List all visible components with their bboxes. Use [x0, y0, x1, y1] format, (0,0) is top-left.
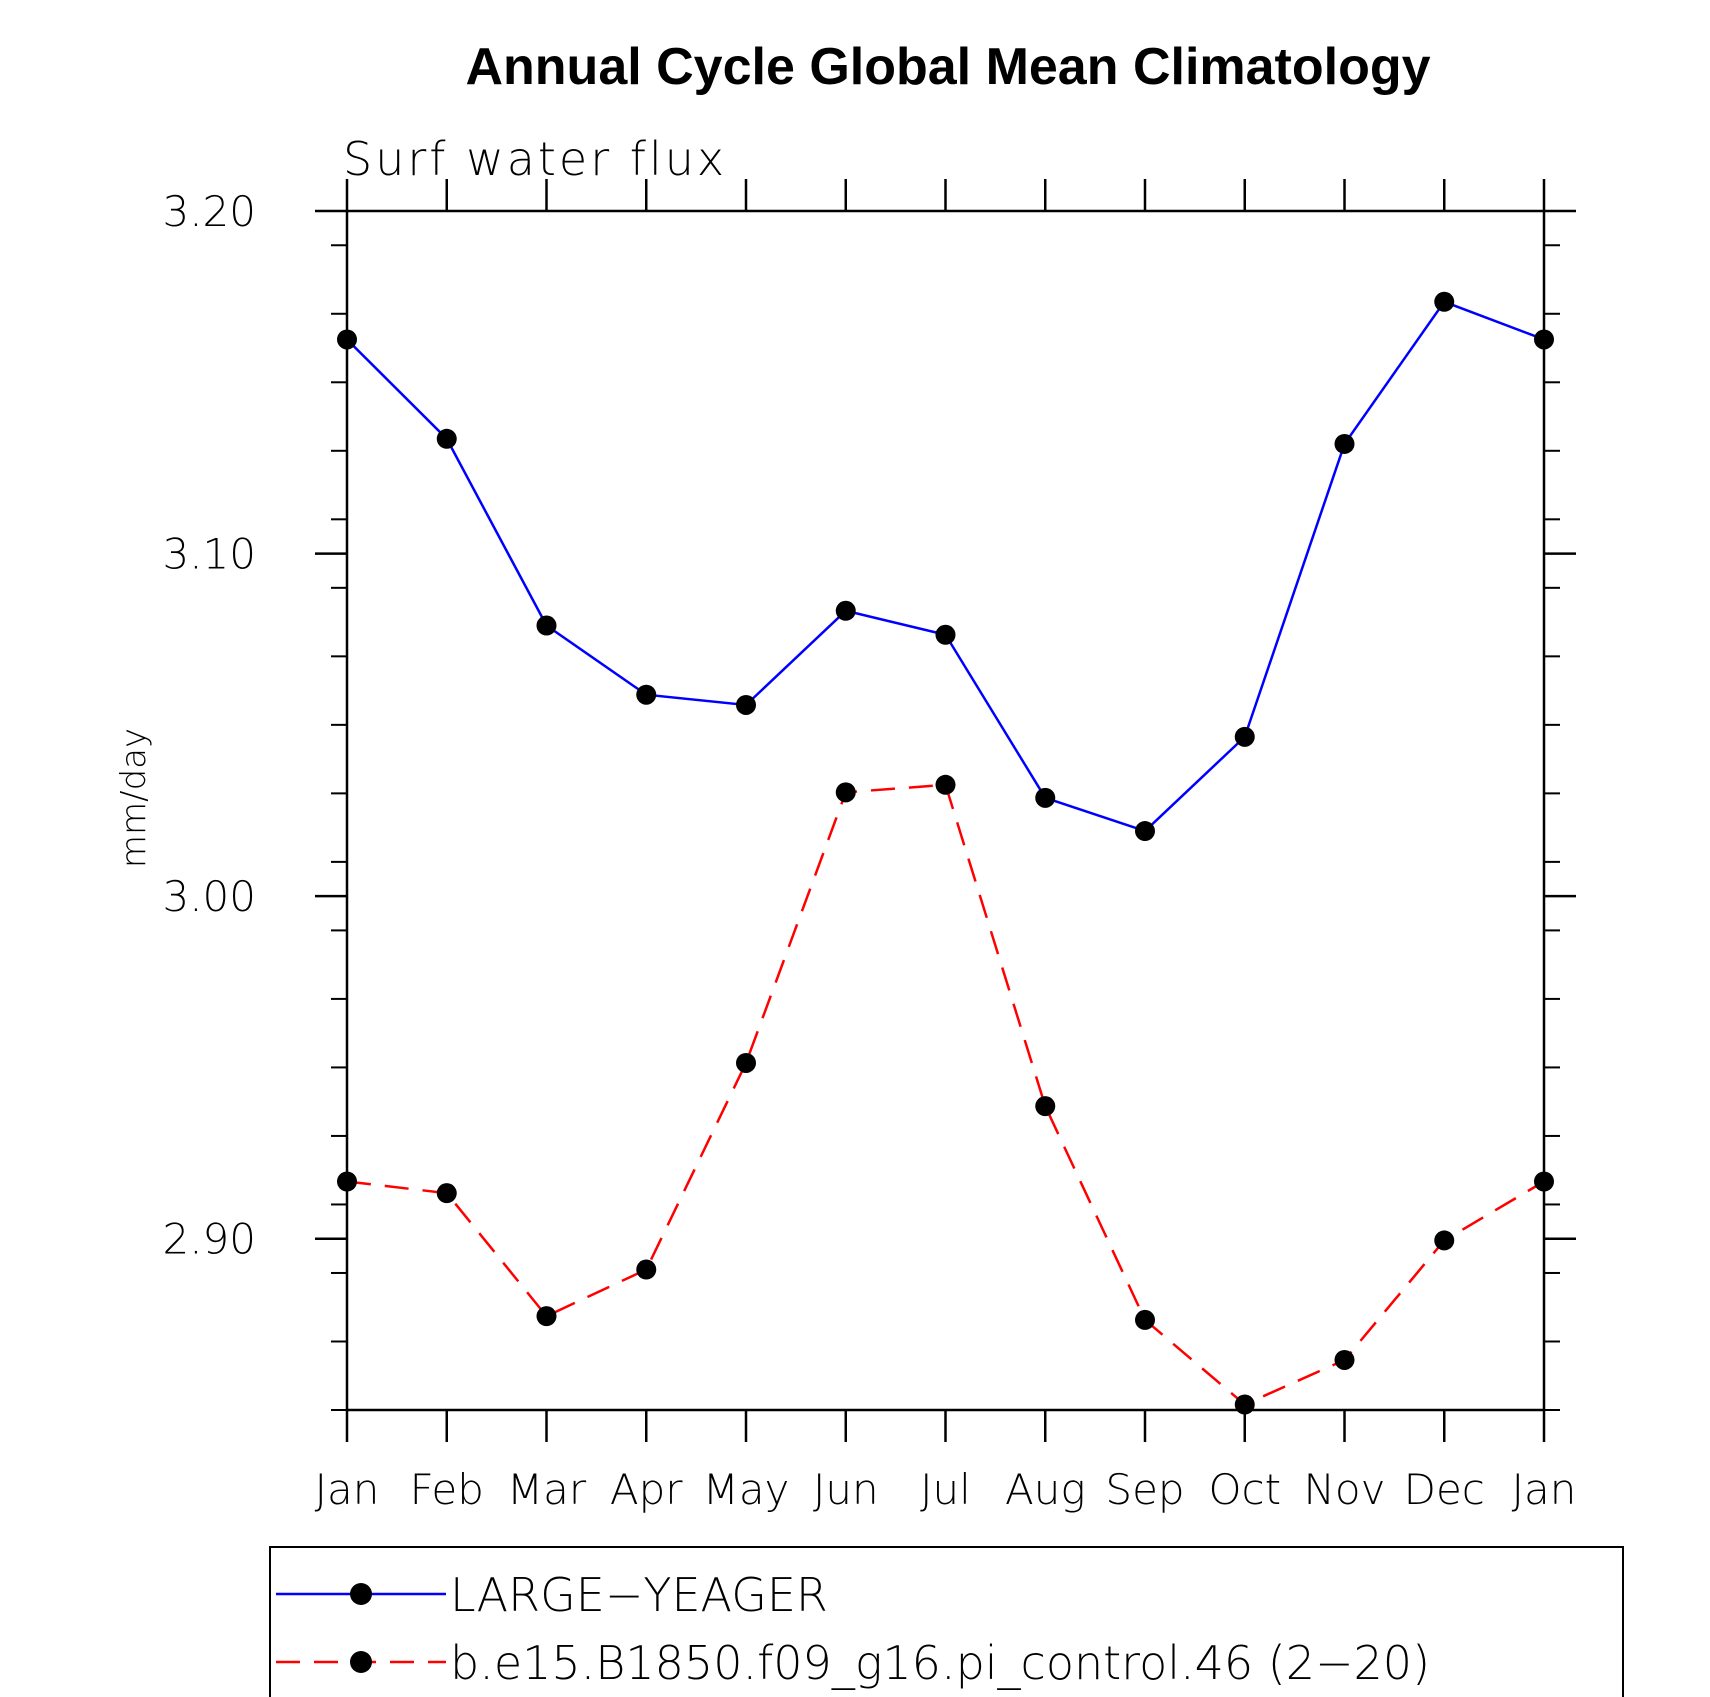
series-1-point: [536, 615, 557, 636]
series-2-point: [636, 1259, 657, 1280]
series-2-point: [1234, 1394, 1255, 1415]
y-tick-label: 3.10: [162, 530, 256, 579]
x-tick-label: May: [703, 1465, 790, 1514]
series-line-2: [346, 783, 1545, 1406]
series-2-point: [935, 774, 956, 795]
series-2-point: [1135, 1309, 1155, 1330]
legend: LARGE−YEAGER b.e15.B1850.f09_g16.pi_cont…: [269, 1546, 1624, 1697]
x-tick-label: Aug: [1005, 1465, 1086, 1514]
x-tick-label: Jan: [315, 1465, 380, 1514]
series-group: [337, 291, 1554, 1415]
x-tick-label: Sep: [1105, 1465, 1184, 1514]
legend-box: [269, 1546, 1624, 1697]
series-2-point: [1035, 1096, 1056, 1117]
series-1-point: [1534, 329, 1554, 350]
x-tick-label: Dec: [1404, 1465, 1485, 1514]
series-2-point: [1434, 1230, 1455, 1251]
series-2-point: [536, 1306, 557, 1327]
series-2-point: [436, 1183, 457, 1204]
x-tick-label: Feb: [410, 1465, 484, 1514]
series-2-point: [736, 1052, 756, 1073]
x-tick-label: Jun: [813, 1465, 879, 1514]
series-2-point: [337, 1171, 357, 1192]
series-2-point: [835, 782, 856, 803]
x-tick-label: Apr: [610, 1465, 683, 1514]
chart-title: Annual Cycle Global Mean Climatology: [465, 38, 1430, 96]
legend-label-series-1: LARGE−YEAGER: [450, 1568, 828, 1622]
x-tick-label: Nov: [1304, 1465, 1386, 1514]
series-2-point: [1534, 1171, 1554, 1192]
x-tick-label: Mar: [507, 1465, 587, 1514]
y-tick-label: 2.90: [162, 1215, 256, 1264]
series-1-point: [1035, 787, 1056, 808]
legend-marker-series-1: [350, 1583, 372, 1605]
series-1-point: [935, 624, 956, 645]
x-tick-label: Jan: [1512, 1465, 1577, 1514]
series-1-point: [436, 428, 457, 449]
x-tick-label: Jul: [920, 1465, 971, 1514]
legend-label-series-2: b.e15.B1850.f09_g16.pi_control.46 (2−20): [450, 1636, 1430, 1690]
plot-frame: [345, 209, 1546, 1412]
chart-subtitle: Surf water flux: [343, 132, 727, 186]
series-1-point: [835, 600, 856, 621]
y-tick-label: 3.00: [162, 872, 256, 921]
series-2-point: [1334, 1349, 1355, 1370]
series-1-point: [1434, 291, 1455, 312]
series-1-point: [636, 684, 657, 705]
y-axis-label: mm/day: [114, 728, 154, 868]
series-1-point: [736, 694, 756, 715]
series-1-point: [1135, 821, 1155, 842]
series-line-1: [346, 300, 1545, 833]
x-tick-label: Oct: [1208, 1465, 1281, 1514]
series-1-point: [337, 329, 357, 350]
axes: Jan Feb Mar Apr May Jun Jul Aug Sep Oct Nov Dec Jan 2…: [162, 179, 1576, 1514]
y-tick-label: 3.20: [162, 187, 256, 236]
series-1-point: [1334, 433, 1355, 454]
series-1-point: [1234, 726, 1255, 747]
legend-marker-series-2: [350, 1651, 372, 1673]
